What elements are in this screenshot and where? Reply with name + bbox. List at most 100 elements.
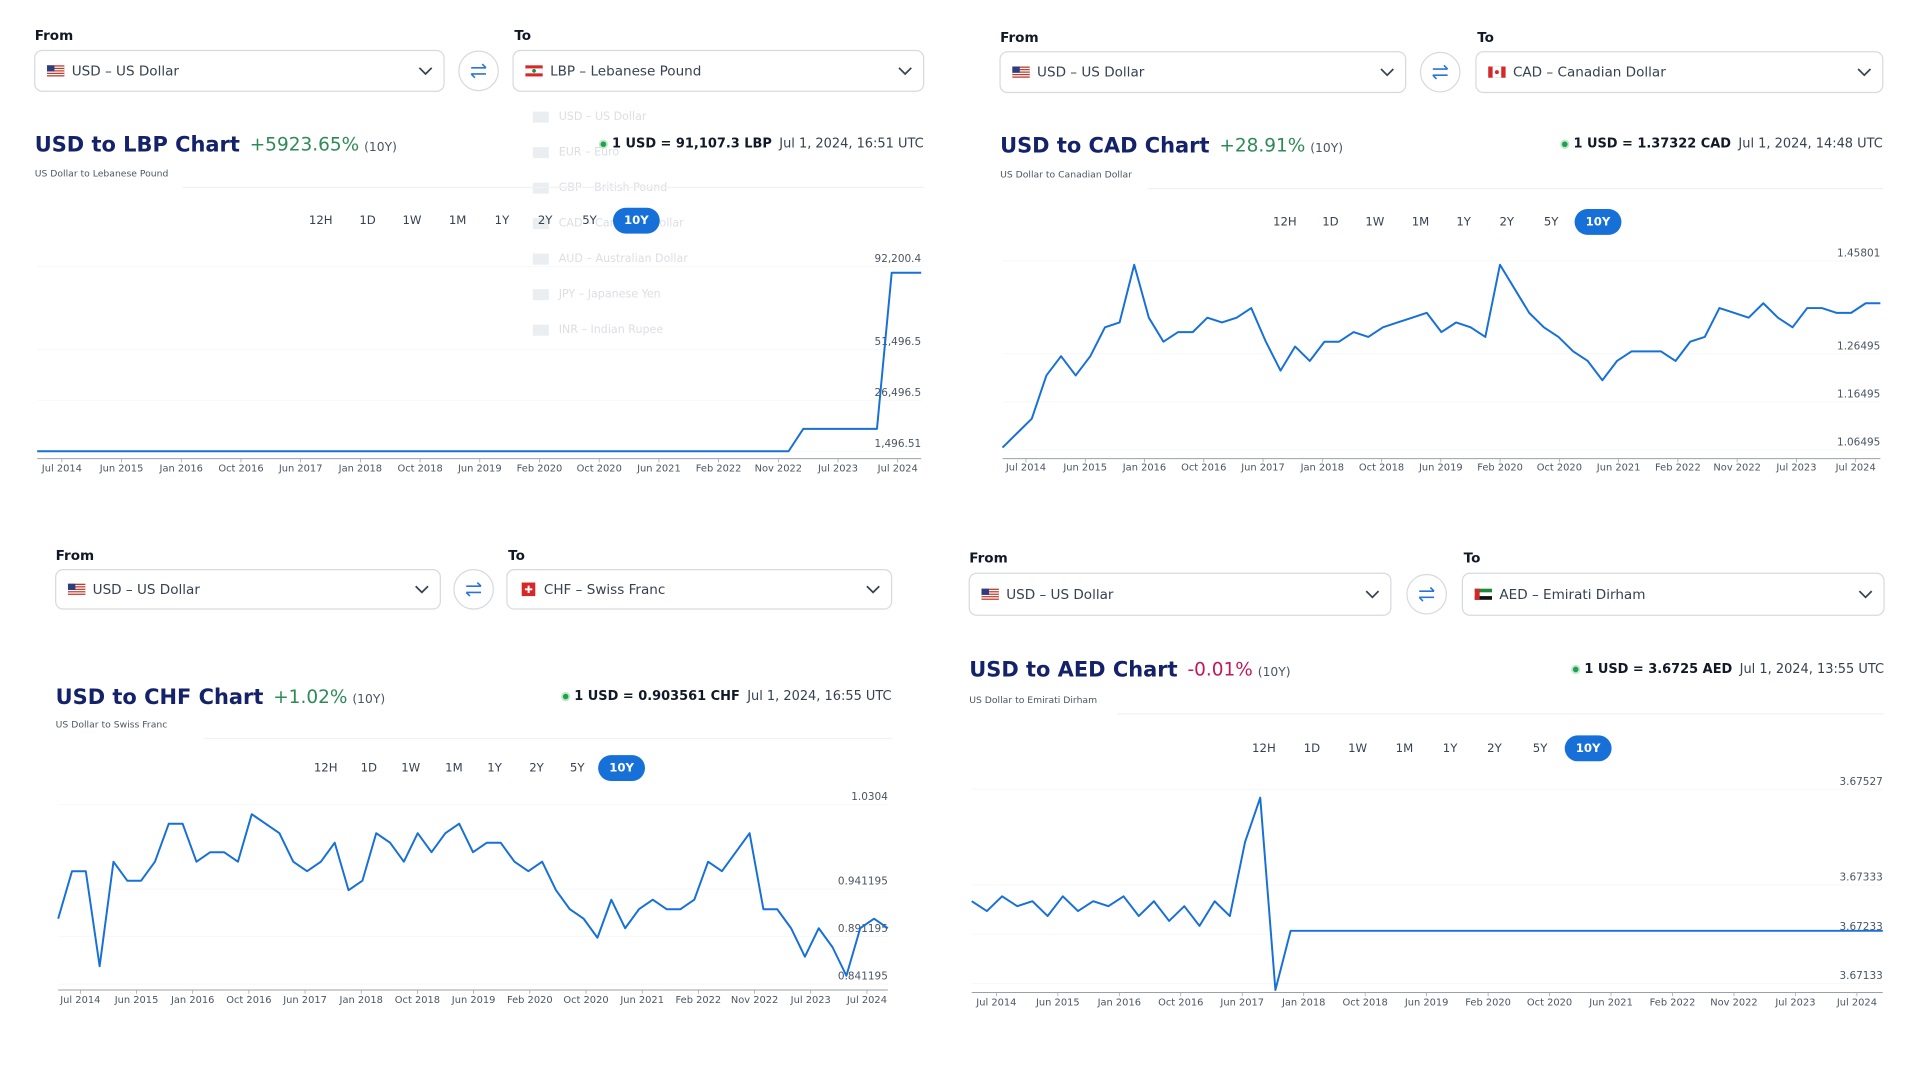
range-button[interactable]: 2Y <box>538 213 553 227</box>
range-label[interactable]: 1Y <box>1456 214 1471 228</box>
dropdown-option[interactable]: INR – Indian Rupee <box>559 323 664 336</box>
range-button[interactable]: 5Y <box>1544 214 1559 228</box>
select-box[interactable] <box>512 49 925 92</box>
range-button[interactable]: 1W <box>1348 741 1367 755</box>
range-button[interactable]: 2Y <box>1487 741 1502 755</box>
range-active[interactable] <box>598 755 645 782</box>
select-box[interactable] <box>1475 51 1884 94</box>
range-button[interactable]: 12H <box>314 761 338 775</box>
swap-circle[interactable] <box>458 50 499 92</box>
range-label[interactable]: 12H <box>1273 214 1297 228</box>
range-active[interactable] <box>1564 735 1612 762</box>
range-button[interactable]: 1Y <box>1456 214 1471 228</box>
range-label[interactable]: 2Y <box>1487 741 1502 755</box>
range-label[interactable]: 2Y <box>538 213 553 227</box>
range-label[interactable]: 10Y <box>624 213 649 227</box>
currency-select[interactable]: CHF – Swiss Franc <box>506 568 893 610</box>
range-label[interactable]: 1Y <box>487 761 502 775</box>
range-button[interactable]: 1Y <box>495 213 510 227</box>
range-button[interactable]: 1W <box>402 213 421 227</box>
range-button[interactable]: 1Y <box>487 761 502 775</box>
range-button[interactable]: 12H <box>1273 214 1297 228</box>
range-label[interactable]: 1M <box>1396 741 1414 755</box>
range-label[interactable]: 1W <box>402 213 421 227</box>
range-label[interactable]: 12H <box>309 213 333 227</box>
select-box[interactable] <box>1461 572 1885 616</box>
select-box[interactable] <box>968 572 1392 616</box>
range-button[interactable]: 5Y <box>1533 741 1548 755</box>
range-button[interactable]: 5Y <box>582 213 597 227</box>
range-label[interactable]: 2Y <box>529 761 544 775</box>
range-active[interactable] <box>612 207 660 234</box>
range-label[interactable]: 1W <box>1348 741 1367 755</box>
currency-select[interactable]: USD – US Dollar <box>968 572 1392 616</box>
select-box[interactable] <box>999 51 1407 94</box>
range-label[interactable]: 12H <box>1252 741 1276 755</box>
select-box[interactable] <box>34 49 445 92</box>
range-button[interactable]: 10Y <box>1574 208 1622 235</box>
currency-select[interactable]: USD – US Dollar <box>34 49 445 92</box>
range-button[interactable]: 1D <box>361 761 377 775</box>
range-label[interactable]: 2Y <box>1499 214 1514 228</box>
range-label[interactable]: 1Y <box>1443 741 1458 755</box>
range-button[interactable]: 1Y <box>1443 741 1458 755</box>
select-box[interactable] <box>55 568 441 610</box>
swap-button[interactable] <box>458 50 499 92</box>
range-label[interactable]: 10Y <box>609 761 634 775</box>
range-label[interactable]: 5Y <box>582 213 597 227</box>
range-label[interactable]: 1W <box>1365 214 1384 228</box>
range-label[interactable]: 10Y <box>1586 214 1611 228</box>
swap-circle[interactable] <box>453 568 494 610</box>
currency-select[interactable]: LBP – Lebanese Pound <box>512 49 925 92</box>
swap-circle[interactable] <box>1419 51 1461 93</box>
range-button[interactable]: 1M <box>1396 741 1414 755</box>
dropdown-option[interactable]: JPY – Japanese Yen <box>558 288 661 301</box>
dropdown-option[interactable]: EUR – Euro <box>559 146 620 159</box>
range-label[interactable]: 1D <box>1322 214 1338 228</box>
range-label[interactable]: 12H <box>314 761 338 775</box>
y-tick-label: 0.841195 <box>838 971 888 983</box>
range-label[interactable]: 10Y <box>1576 741 1601 755</box>
x-tick-label: Oct 2016 <box>1181 462 1226 473</box>
currency-select[interactable]: USD – US Dollar <box>55 568 441 610</box>
dropdown-option[interactable]: USD – US Dollar <box>559 110 647 123</box>
range-button[interactable]: 10Y <box>598 755 645 782</box>
range-button[interactable]: 1W <box>401 761 420 775</box>
currency-select[interactable]: AED – Emirati Dirham <box>1461 572 1885 616</box>
range-button[interactable]: 1D <box>1322 214 1338 228</box>
select-box[interactable] <box>506 568 893 610</box>
range-label[interactable]: 5Y <box>1544 214 1559 228</box>
swap-circle[interactable] <box>1406 573 1447 615</box>
range-label[interactable]: 1Y <box>495 213 510 227</box>
range-label[interactable]: 1D <box>359 213 375 227</box>
range-button[interactable]: 1M <box>445 761 463 775</box>
currency-select[interactable]: USD – US Dollar <box>999 51 1407 94</box>
range-button[interactable]: 1M <box>449 213 467 227</box>
range-label[interactable]: 1M <box>449 213 467 227</box>
swap-icon <box>465 581 482 597</box>
swap-button[interactable] <box>1406 573 1447 615</box>
range-button[interactable]: 1D <box>359 213 375 227</box>
range-label[interactable]: 1M <box>1412 214 1430 228</box>
range-label[interactable]: 1W <box>401 761 420 775</box>
swap-button[interactable] <box>1419 51 1461 93</box>
dropdown-option[interactable]: AUD – Australian Dollar <box>559 252 689 265</box>
range-button[interactable]: 10Y <box>1564 735 1612 762</box>
range-label[interactable]: 5Y <box>1533 741 1548 755</box>
swap-button[interactable] <box>453 568 494 610</box>
range-button[interactable]: 1M <box>1412 214 1430 228</box>
range-button[interactable]: 5Y <box>570 761 585 775</box>
range-label[interactable]: 1D <box>361 761 377 775</box>
range-button[interactable]: 12H <box>309 213 333 227</box>
range-label[interactable]: 1D <box>1304 741 1320 755</box>
range-label[interactable]: 5Y <box>570 761 585 775</box>
range-button[interactable]: 10Y <box>612 207 660 234</box>
range-active[interactable] <box>1574 208 1622 235</box>
range-button[interactable]: 2Y <box>529 761 544 775</box>
range-button[interactable]: 1D <box>1304 741 1320 755</box>
currency-select[interactable]: CAD – Canadian Dollar <box>1475 51 1884 94</box>
range-button[interactable]: 1W <box>1365 214 1384 228</box>
range-button[interactable]: 2Y <box>1499 214 1514 228</box>
range-button[interactable]: 12H <box>1252 741 1276 755</box>
range-label[interactable]: 1M <box>445 761 463 775</box>
